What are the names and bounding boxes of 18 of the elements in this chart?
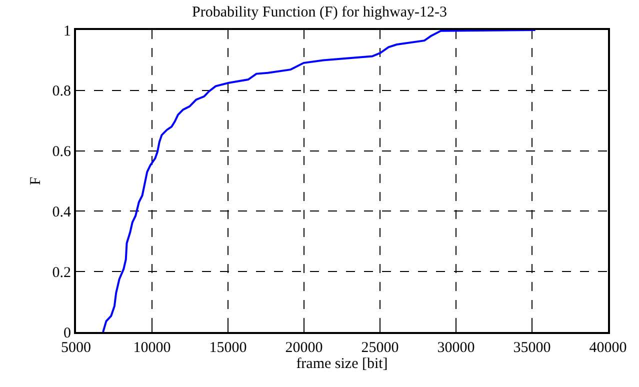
x-tick-label: 30000 bbox=[437, 340, 475, 356]
y-tick-label: 0.6 bbox=[52, 144, 72, 160]
x-tick-label: 10000 bbox=[133, 340, 171, 356]
x-tick-label: 5000 bbox=[61, 340, 91, 356]
chart-title: Probability Function (F) for highway-12-3 bbox=[192, 4, 447, 20]
y-tick-label: 1 bbox=[64, 23, 71, 40]
x-tick-label: 20000 bbox=[285, 340, 323, 356]
y-tick-label: 0.8 bbox=[52, 84, 71, 100]
y-tick-label: 0.2 bbox=[52, 264, 71, 281]
x-tick-label: 35000 bbox=[513, 340, 551, 356]
x-tick-label: 25000 bbox=[361, 340, 399, 356]
x-tick-label: 40000 bbox=[589, 340, 627, 356]
y-axis-title: F bbox=[28, 176, 44, 186]
x-axis-title: frame size [bit] bbox=[296, 356, 388, 372]
y-tick-label: 0 bbox=[64, 325, 71, 342]
x-tick-label: 15000 bbox=[209, 340, 247, 356]
line-series bbox=[102, 30, 536, 332]
y-tick-label: 0.4 bbox=[52, 204, 72, 220]
